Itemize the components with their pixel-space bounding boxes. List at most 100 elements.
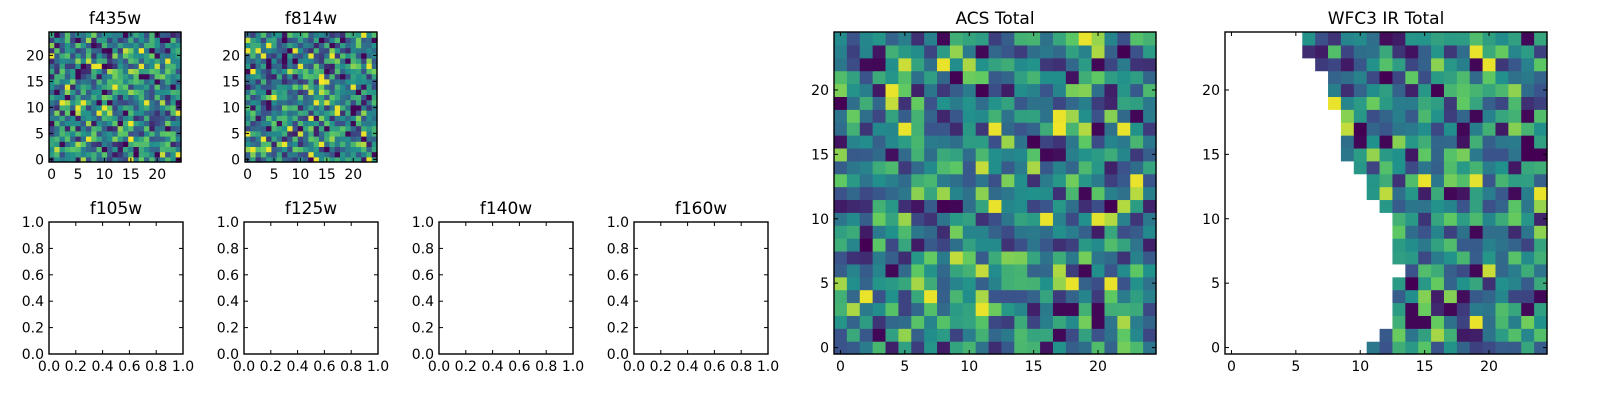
- heatmap-cell: [988, 238, 1003, 252]
- heatmap-cell: [962, 135, 977, 149]
- heatmap-cell: [1443, 225, 1458, 239]
- heatmap-cell: [1353, 135, 1368, 149]
- heatmap-cell: [350, 136, 357, 142]
- heatmap-cell: [1328, 44, 1342, 59]
- heatmap-cell: [266, 136, 272, 142]
- heatmap-cell: [1065, 160, 1080, 175]
- heatmap-cell: [350, 104, 357, 111]
- heatmap-cell: [1521, 44, 1535, 59]
- heatmap-cell: [297, 47, 304, 54]
- heatmap-cell: [85, 136, 92, 142]
- heatmap-cell: [1495, 302, 1509, 316]
- heatmap-cell: [1315, 44, 1329, 59]
- heatmap-cell: [112, 104, 119, 111]
- heatmap-cell: [1237, 250, 1252, 265]
- heatmap-cell: [1052, 199, 1067, 213]
- heatmap-cell: [276, 141, 283, 147]
- heatmap-cell: [975, 32, 990, 46]
- heatmap-cell: [1495, 341, 1509, 355]
- heatmap-cell: [1014, 135, 1028, 149]
- heatmap-cell: [255, 42, 262, 49]
- heatmap-cell: [297, 110, 304, 116]
- heatmap-cell: [1117, 122, 1131, 136]
- heatmap-cell: [1353, 302, 1368, 316]
- heatmap-cell: [133, 32, 140, 38]
- heatmap-cell: [54, 42, 61, 49]
- heatmap-cell: [1078, 276, 1093, 291]
- heatmap-cell: [1014, 315, 1028, 329]
- y-tick-label: 0.4: [22, 294, 44, 310]
- heatmap-cell: [885, 328, 899, 342]
- heatmap-cell: [350, 99, 357, 106]
- heatmap-cell: [144, 63, 150, 69]
- heatmap-cell: [59, 47, 66, 54]
- heatmap-cell: [329, 136, 336, 142]
- heatmap-cell: [937, 289, 951, 304]
- heatmap-cell: [911, 263, 925, 278]
- heatmap-cell: [281, 84, 288, 90]
- heatmap-cell: [144, 94, 150, 101]
- heatmap-cell: [1482, 250, 1497, 265]
- heatmap-cell: [975, 147, 990, 162]
- heatmap-cell: [1091, 238, 1106, 252]
- heatmap-cell: [133, 89, 140, 95]
- heatmap-cell: [91, 120, 98, 127]
- heatmap-cell: [1065, 328, 1080, 342]
- heatmap-cell: [292, 73, 299, 80]
- heatmap-cell: [276, 84, 283, 90]
- axes-frame: [48, 31, 182, 163]
- heatmap-cell: [165, 42, 172, 49]
- heatmap-cell: [122, 146, 129, 153]
- heatmap-cell: [96, 89, 103, 95]
- heatmap-cell: [128, 120, 135, 127]
- heatmap-cell: [266, 73, 272, 80]
- heatmap-cell: [122, 32, 129, 38]
- heatmap-cell: [859, 122, 874, 136]
- heatmap-cell: [1405, 238, 1419, 252]
- heatmap-cell: [1065, 122, 1080, 136]
- heatmap-cell: [1392, 238, 1406, 252]
- heatmap-cell: [898, 122, 912, 136]
- heatmap-cell: [1340, 70, 1355, 85]
- heatmap-cell: [1289, 302, 1303, 316]
- heatmap-cell: [355, 110, 362, 116]
- heatmap-cell: [54, 130, 61, 137]
- heatmap-cell: [1065, 212, 1080, 226]
- heatmap-cell: [1379, 212, 1394, 226]
- heatmap-cell: [70, 99, 76, 106]
- heatmap-cell: [303, 151, 309, 158]
- heatmap-cell: [276, 47, 283, 54]
- heatmap-cell: [1091, 276, 1106, 291]
- heatmap-cell: [59, 110, 66, 116]
- heatmap-cell: [975, 263, 990, 278]
- heatmap-cell: [1237, 225, 1252, 239]
- heatmap-cell: [1315, 186, 1329, 201]
- heatmap-cell: [85, 47, 92, 54]
- heatmap-cell: [1469, 122, 1484, 136]
- heatmap-cell: [975, 250, 990, 265]
- heatmap-cell: [340, 42, 346, 49]
- x-tick-label: 5: [1291, 359, 1300, 375]
- heatmap-cell: [1289, 32, 1303, 46]
- heatmap-cell: [1001, 302, 1015, 316]
- heatmap-cell: [101, 130, 108, 137]
- heatmap-cell: [159, 130, 166, 137]
- heatmap-cell: [898, 250, 912, 265]
- heatmap-cell: [318, 42, 325, 49]
- heatmap-cell: [318, 89, 325, 95]
- heatmap-cell: [898, 109, 912, 123]
- heatmap-cell: [85, 94, 92, 101]
- heatmap-cell: [1392, 109, 1406, 123]
- heatmap-cell: [107, 63, 113, 69]
- heatmap-cell: [59, 120, 66, 127]
- heatmap-cell: [133, 63, 140, 69]
- heatmap-cell: [159, 99, 166, 106]
- heatmap-cell: [1495, 32, 1509, 46]
- heatmap-cell: [1091, 173, 1106, 188]
- heatmap-cell: [75, 94, 82, 101]
- heatmap-cell: [329, 58, 336, 64]
- heatmap-cell: [281, 156, 288, 163]
- heatmap-cell: [1040, 328, 1054, 342]
- heatmap-cell: [1117, 186, 1131, 201]
- heatmap-cell: [64, 37, 71, 43]
